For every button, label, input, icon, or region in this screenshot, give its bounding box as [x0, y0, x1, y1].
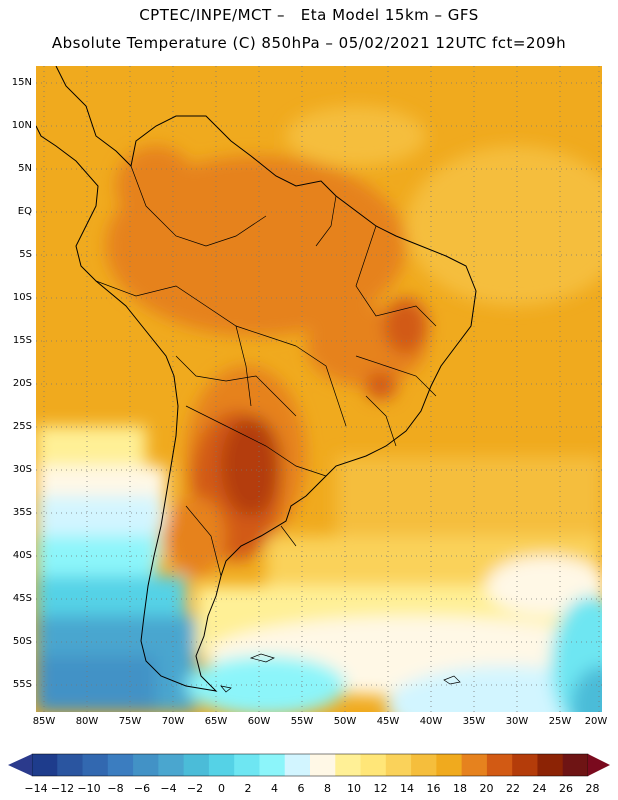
color-bar-label: 22 — [506, 782, 520, 795]
map-title-line-2: Absolute Temperature (C) 850hPa – 05/02/… — [51, 34, 567, 52]
lat-label: 45S — [12, 593, 32, 604]
color-bar-label: −2 — [186, 782, 204, 795]
lon-label: 65W — [204, 716, 228, 727]
lon-label: 40W — [419, 716, 443, 727]
lon-label: 25W — [548, 716, 572, 727]
color-bar-swatch — [234, 754, 260, 776]
lat-label: 30S — [12, 464, 32, 475]
color-bar-swatch — [562, 754, 589, 776]
color-bar-label: −8 — [107, 782, 124, 795]
islands — [220, 653, 461, 693]
color-bar-swatch — [461, 754, 488, 776]
color-bar-swatch — [183, 754, 210, 776]
lat-label: 20S — [12, 378, 32, 389]
color-bar-swatch — [158, 754, 185, 776]
lat-label: 25S — [12, 421, 32, 432]
color-bar-swatch — [133, 754, 159, 776]
color-bar-swatch — [284, 754, 311, 776]
color-bar-label: 20 — [479, 782, 494, 795]
lat-label: 50S — [12, 636, 32, 647]
lat-label: 5N — [18, 163, 32, 174]
color-bar-label: 10 — [347, 782, 361, 795]
color-bar-swatch — [107, 754, 134, 776]
color-bar-swatch — [335, 754, 362, 776]
lat-label: EQ — [17, 206, 32, 217]
temperature-map — [36, 66, 602, 712]
color-bar-swatches — [31, 753, 589, 777]
color-bar-label: 4 — [271, 782, 278, 795]
lon-label: 20W — [584, 716, 608, 727]
temperature-map-svg — [36, 66, 602, 712]
lat-label: 55S — [12, 679, 32, 690]
color-bar-swatch — [208, 754, 235, 776]
color-bar-swatch — [32, 754, 58, 776]
color-bar-label: 8 — [324, 782, 331, 795]
color-bar-label: −6 — [133, 782, 151, 795]
color-bar-swatch — [360, 754, 387, 776]
lon-label: 80W — [75, 716, 99, 727]
color-bar-label: 0 — [218, 782, 225, 795]
lon-label: 75W — [118, 716, 142, 727]
coastline-south-america — [36, 66, 477, 692]
color-bar-label: 12 — [373, 782, 388, 795]
lon-label: 45W — [376, 716, 400, 727]
color-bar-swatch — [486, 754, 513, 776]
map-title-line-1: CPTEC/INPE/MCT – Eta Model 15km – GFS — [139, 6, 479, 24]
color-bar-swatch — [411, 754, 437, 776]
color-bar-swatch — [57, 754, 84, 776]
lat-label: 10S — [12, 292, 32, 303]
lat-label: 15N — [11, 77, 32, 88]
color-bar-over-arrow — [588, 754, 610, 776]
color-bar-label: 14 — [400, 782, 414, 795]
lat-label: 40S — [12, 550, 32, 561]
lat-label: 5S — [19, 249, 32, 260]
color-bar-label: −14 — [24, 782, 48, 795]
lon-label: 60W — [247, 716, 271, 727]
lon-label: 85W — [32, 716, 56, 727]
color-bar-label: −10 — [77, 782, 101, 795]
color-bar-swatch — [259, 754, 286, 776]
color-bar-label: 24 — [532, 782, 547, 795]
color-bar-label: −4 — [160, 782, 177, 795]
temperature-field — [36, 106, 602, 712]
color-bar-label: 6 — [297, 782, 305, 795]
color-bar-label: 26 — [559, 782, 573, 795]
color-bar-label: 18 — [453, 782, 467, 795]
lat-label: 10N — [11, 120, 32, 131]
color-bar-under-arrow — [8, 754, 32, 776]
lon-label: 30W — [505, 716, 529, 727]
lon-label: 50W — [333, 716, 357, 727]
color-bar-label: 28 — [585, 782, 600, 795]
lon-label: 55W — [290, 716, 314, 727]
color-bar-swatch — [512, 754, 538, 776]
lat-label: 15S — [12, 335, 32, 346]
color-bar-label: 2 — [244, 782, 252, 795]
color-bar — [8, 753, 610, 777]
color-bar-swatch — [537, 754, 564, 776]
country-borders — [95, 165, 437, 577]
color-bar-swatch — [82, 754, 109, 776]
color-bar-label: 16 — [426, 782, 441, 795]
color-bar-swatch — [436, 754, 463, 776]
lon-label: 70W — [161, 716, 185, 727]
color-bar-label: −12 — [50, 782, 75, 795]
lat-label: 35S — [12, 507, 32, 518]
color-bar-swatch — [310, 754, 336, 776]
lon-label: 35W — [462, 716, 486, 727]
color-bar-swatch — [385, 754, 412, 776]
